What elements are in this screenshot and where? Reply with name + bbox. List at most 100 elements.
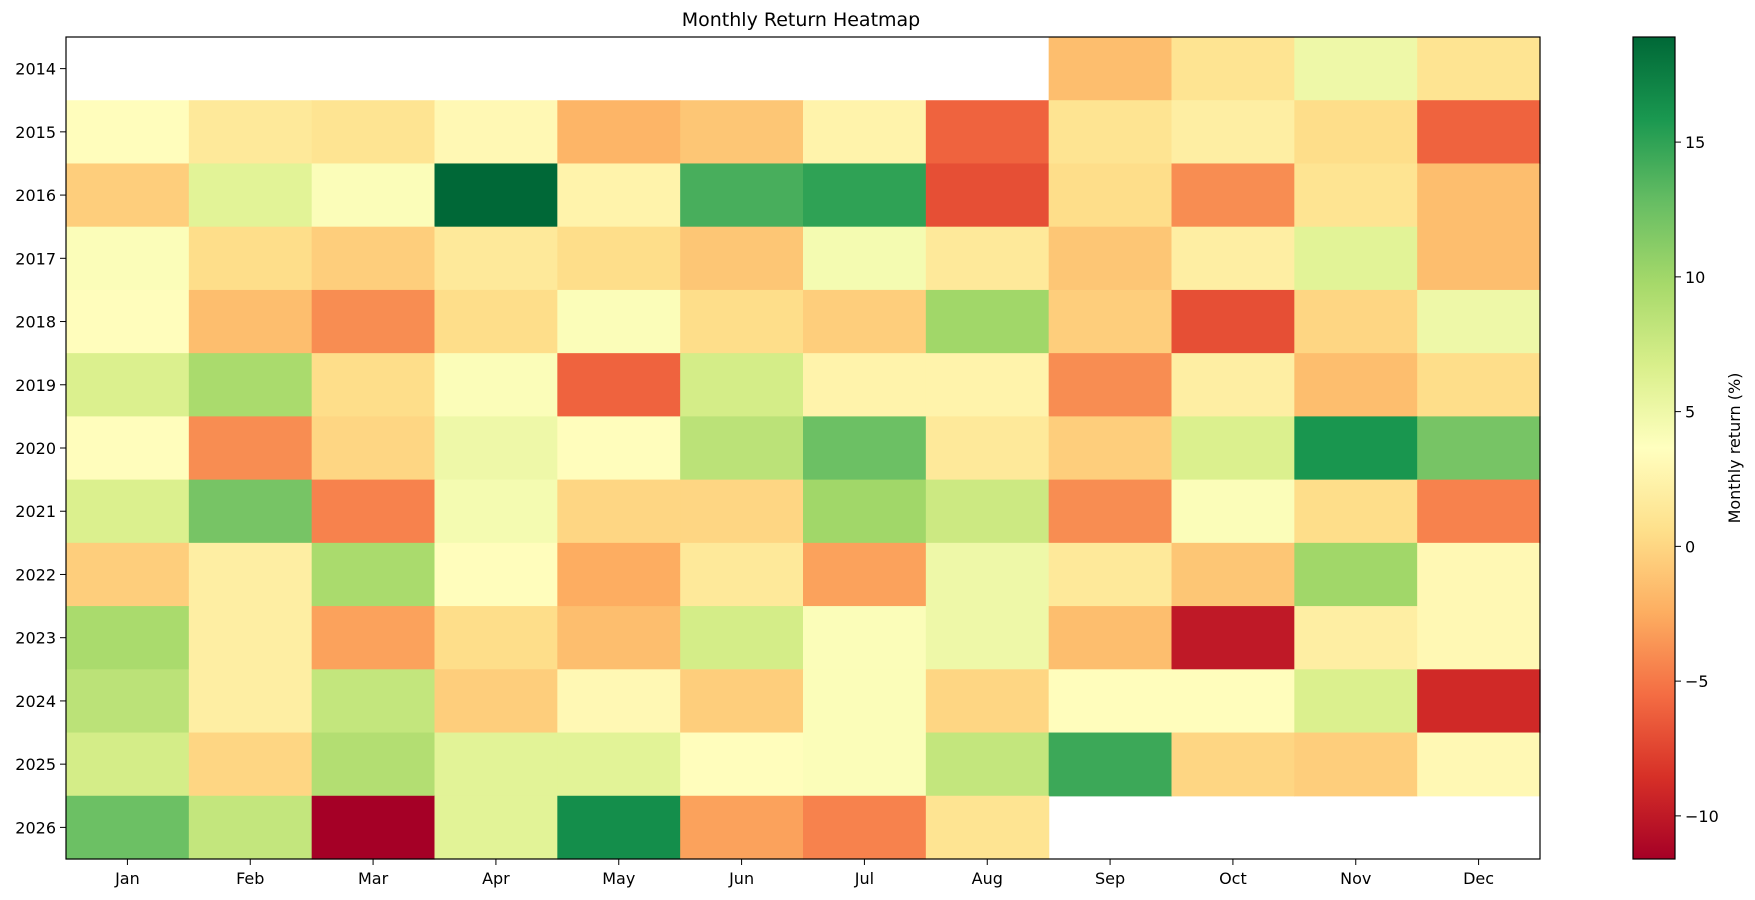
heatmap-cell-2017-Nov (1294, 226, 1418, 291)
heatmap-cell-2019-Sep (1048, 353, 1173, 417)
heatmap-cell-2022-Sep (1048, 542, 1173, 607)
heatmap-cell-2014-Sep (1048, 37, 1173, 101)
heatmap-cell-2022-Nov (1294, 542, 1418, 607)
heatmap-cell-2017-Aug (925, 226, 1050, 291)
colorbar-tick-label: −10 (1685, 807, 1719, 826)
heatmap-cell-2024-May (557, 669, 681, 734)
heatmap-cell-2026-Aug (925, 795, 1050, 860)
heatmap-cell-2014-Dec (1417, 37, 1541, 101)
heatmap-cell-2024-Jan (66, 669, 190, 734)
heatmap-cell-2025-May (557, 732, 681, 797)
x-tick-label-Oct: Oct (1219, 869, 1247, 888)
heatmap-cell-2024-Jun (680, 669, 804, 734)
heatmap-cell-2024-Mar (311, 669, 436, 734)
heatmap-cell-2022-Mar (311, 542, 436, 607)
heatmap-cell-2021-Sep (1048, 479, 1173, 544)
heatmap-cell-2021-Jun (680, 479, 804, 544)
heatmap-cell-2022-Jan (66, 542, 190, 607)
colorbar (1632, 36, 1676, 860)
heatmap-cell-2025-Jul (803, 732, 927, 797)
heatmap-cell-2022-Jul (803, 542, 927, 607)
x-tick-label-Mar: Mar (358, 869, 389, 888)
heatmap-cell-2018-Jul (803, 289, 927, 354)
y-tick-label-2021: 2021 (15, 502, 56, 521)
x-tick-label-Apr: Apr (482, 869, 510, 888)
colorbar-tick-label: 10 (1685, 268, 1705, 287)
heatmap-cell-2017-Jul (803, 226, 927, 291)
y-axis-ticks: 2014 2015 2016 2017 2018 2019 2020 2021 2022 2023… (15, 60, 66, 837)
heatmap-cell-2024-Aug (925, 669, 1050, 734)
heatmap-cell-2017-Sep (1048, 226, 1173, 291)
heatmap-cell-2022-Dec (1417, 542, 1541, 607)
heatmap-cell-2026-Feb (188, 795, 313, 860)
colorbar-ticks: −10 −5 0 5 10 15 (1675, 133, 1719, 826)
heatmap-cell-2016-Feb (188, 163, 313, 228)
y-tick-label-2016: 2016 (15, 186, 56, 205)
heatmap-cell-2023-Sep (1048, 606, 1173, 670)
heatmap-cell-2023-Jun (680, 606, 804, 670)
heatmap-cell-2023-Jan (66, 606, 190, 670)
heatmap-cell-2025-Nov (1294, 732, 1418, 797)
heatmap-cell-2021-May (557, 479, 681, 544)
heatmap-cell-2024-Oct (1171, 669, 1295, 734)
heatmap-cell-2016-Jul (803, 163, 927, 228)
heatmap-cell-2019-Mar (311, 353, 436, 417)
heatmap-cell-2020-Aug (925, 416, 1050, 481)
heatmap-cell-2025-Aug (925, 732, 1050, 797)
x-tick-label-Nov: Nov (1340, 869, 1371, 888)
heatmap-cell-2025-Apr (434, 732, 558, 797)
heatmap-cell-2016-Apr (434, 163, 558, 228)
heatmap-cell-2014-Oct (1171, 37, 1295, 101)
heatmap-cell-2015-Apr (434, 100, 558, 165)
heatmap-cell-2021-Feb (188, 479, 313, 544)
heatmap-cell-2025-Sep (1048, 732, 1173, 797)
x-tick-label-Sep: Sep (1095, 869, 1125, 888)
heatmap-cell-2021-Apr (434, 479, 558, 544)
colorbar-label: Monthly return (%) (1725, 373, 1744, 524)
heatmap-cell-2021-Jan (66, 479, 190, 544)
heatmap-cell-2025-Jan (66, 732, 190, 797)
heatmap-cell-2024-Sep (1048, 669, 1173, 734)
heatmap-cell-2019-Jan (66, 353, 190, 417)
heatmap-cell-2023-Feb (188, 606, 313, 670)
heatmap-cell-2022-Feb (188, 542, 313, 607)
colorbar-tick-label: 5 (1685, 403, 1695, 422)
heatmap-cell-2024-Nov (1294, 669, 1418, 734)
x-tick-label-Feb: Feb (236, 869, 264, 888)
heatmap-cell-2026-Mar (311, 795, 436, 860)
heatmap-cell-2025-Mar (311, 732, 436, 797)
x-tick-label-Aug: Aug (972, 869, 1003, 888)
heatmap-cell-2016-Jan (66, 163, 190, 228)
heatmap-cell-2020-Jul (803, 416, 927, 481)
heatmap-cell-2018-Jan (66, 289, 190, 354)
heatmap-cell-2025-Oct (1171, 732, 1295, 797)
heatmap-cell-2023-Jul (803, 606, 927, 670)
heatmap-cell-2020-Mar (311, 416, 436, 481)
heatmap-cell-2016-Jun (680, 163, 804, 228)
heatmap-cell-2016-Sep (1048, 163, 1173, 228)
y-tick-label-2022: 2022 (15, 565, 56, 584)
heatmap-cell-2022-Aug (925, 542, 1050, 607)
heatmap-cell-2019-Aug (925, 353, 1050, 417)
heatmap-cell-2018-Apr (434, 289, 558, 354)
heatmap-cell-2019-Oct (1171, 353, 1295, 417)
heatmap-cell-2026-May (557, 795, 681, 860)
heatmap-cell-2017-Dec (1417, 226, 1541, 291)
heatmap-cell-2026-Apr (434, 795, 558, 860)
heatmap-cell-2025-Dec (1417, 732, 1541, 797)
heatmap-cell-2021-Aug (925, 479, 1050, 544)
heatmap-cell-2019-Jun (680, 353, 804, 417)
heatmap-cell-2022-May (557, 542, 681, 607)
heatmap-cells (66, 37, 1541, 860)
colorbar-tick-label: −5 (1685, 672, 1709, 691)
heatmap-cell-2026-Jun (680, 795, 804, 860)
heatmap-cell-2016-Nov (1294, 163, 1418, 228)
heatmap-cell-2016-Oct (1171, 163, 1295, 228)
x-tick-label-May: May (602, 869, 635, 888)
heatmap-cell-2017-May (557, 226, 681, 291)
heatmap-cell-2024-Apr (434, 669, 558, 734)
heatmap-cell-2023-Apr (434, 606, 558, 670)
heatmap-cell-2015-Aug (925, 100, 1050, 165)
heatmap-cell-2017-Feb (188, 226, 313, 291)
